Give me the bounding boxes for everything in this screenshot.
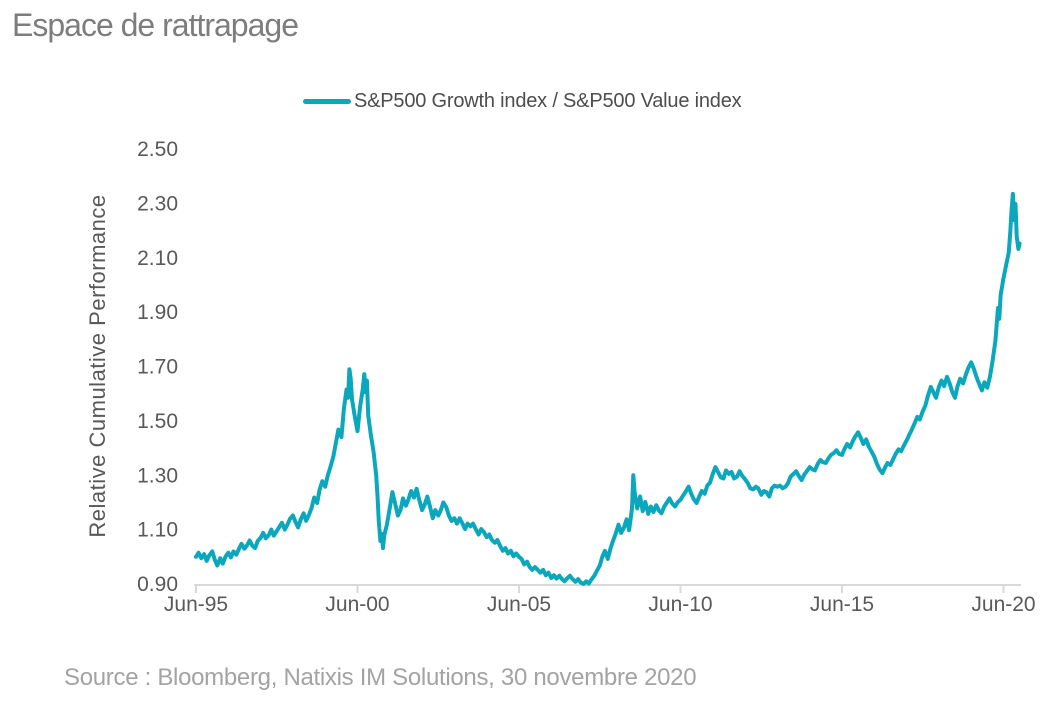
x-tick-label: Jun-10 [648,593,712,616]
line-chart: Jun-95 Jun-00 Jun-05 Jun-10 Jun-15 Jun-20 0.90… [85,138,1036,616]
x-tick-label: Jun-20 [971,593,1035,616]
y-tick-label: 2.50 [137,138,178,161]
source-note: Source : Bloomberg, Natixis IM Solutions… [64,664,697,691]
y-tick-label: 1.90 [137,301,178,324]
page-title: Espace de rattrapage [12,7,299,43]
legend-line-swatch [303,98,351,104]
y-tick-label: 2.30 [137,192,178,215]
growth-value-ratio-line [194,191,1022,586]
legend: S&P500 Growth index / S&P500 Value index [303,88,742,114]
y-tick-label: 1.30 [137,464,178,487]
x-tick-label: Jun-95 [164,593,228,616]
legend-series-label: S&P500 Growth index / S&P500 Value index [354,89,742,112]
y-tick-label: 2.10 [137,247,178,270]
y-axis-title: Relative Cumulative Performance [85,194,110,537]
x-tick-label: Jun-15 [810,593,874,616]
y-tick-label: 0.90 [137,573,178,596]
y-tick-label: 1.70 [137,356,178,379]
x-tick-label: Jun-00 [325,593,389,616]
y-tick-label: 1.50 [137,410,178,433]
x-tick-label: Jun-05 [487,593,551,616]
y-tick-label: 1.10 [137,519,178,542]
